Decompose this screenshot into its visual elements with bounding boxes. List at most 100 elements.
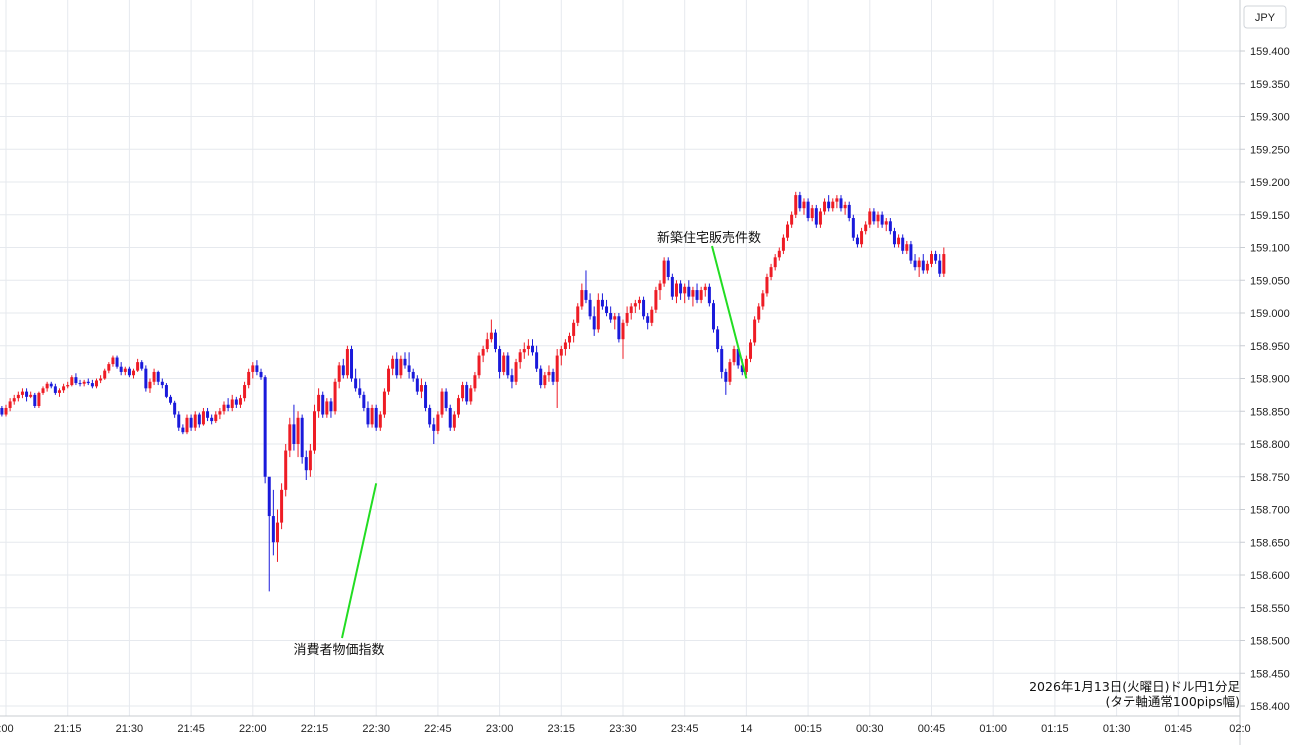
candle-body — [399, 358, 403, 376]
candle-up — [744, 355, 748, 376]
candle-body — [140, 362, 144, 369]
candle-body — [876, 214, 880, 222]
candle-body — [424, 385, 428, 408]
candle-body — [773, 257, 777, 268]
candle-body — [403, 358, 407, 366]
candle-down — [498, 345, 502, 379]
candle-body — [419, 385, 423, 392]
candle-up — [625, 306, 629, 327]
candle-body — [57, 390, 61, 393]
candle-up — [201, 407, 205, 426]
candle-down — [407, 352, 411, 379]
y-tick-label: 158.900 — [1250, 374, 1290, 386]
candle-down — [271, 489, 275, 556]
candle-body — [152, 371, 156, 382]
candle-up — [325, 398, 329, 418]
candle-body — [230, 399, 234, 408]
candle-up — [452, 411, 456, 431]
candle-body — [94, 380, 98, 387]
candle-up — [308, 444, 312, 477]
candle-body — [555, 355, 559, 382]
candle-body — [909, 244, 913, 261]
candle-up — [699, 286, 703, 304]
candle-body — [201, 411, 205, 425]
candle-down — [234, 396, 238, 408]
candle-body — [275, 522, 279, 543]
candle-down — [226, 398, 230, 412]
candle-down — [888, 218, 892, 235]
candle-body — [864, 224, 868, 232]
candle-down — [33, 392, 37, 408]
candle-up — [16, 391, 20, 402]
candle-body — [173, 402, 177, 415]
candle-body — [477, 355, 481, 376]
candle-body — [123, 368, 127, 372]
candle-down — [444, 388, 448, 412]
candle-body — [942, 254, 946, 274]
candle-body — [288, 424, 292, 451]
candle-body — [637, 299, 641, 304]
candle-down — [358, 378, 362, 399]
candle-down — [535, 345, 539, 372]
candle-down — [432, 417, 436, 444]
candle-up — [275, 509, 279, 562]
candle-body — [892, 231, 896, 245]
candle-body — [609, 313, 613, 320]
currency-badge[interactable] — [1243, 5, 1287, 29]
candle-up — [691, 286, 695, 307]
candle-up — [473, 371, 477, 392]
candle-down — [724, 368, 728, 395]
candle-up — [378, 411, 382, 431]
candle-down — [366, 401, 370, 428]
candle-body — [765, 276, 769, 294]
x-tick-label: 21:30 — [116, 723, 144, 735]
candle-up — [518, 349, 522, 369]
candle-body — [851, 218, 855, 238]
candle-down — [806, 198, 810, 222]
candle-body — [929, 254, 933, 264]
candle-up — [868, 208, 872, 228]
candle-body — [818, 211, 822, 225]
candle-body — [518, 352, 522, 363]
candle-down — [588, 293, 592, 320]
y-axis-ticks: 159.400 159.350 159.300 159.250 159.200 159.1… — [1240, 46, 1290, 713]
candle-up — [905, 240, 909, 255]
candle-down — [78, 379, 82, 387]
candle-up — [514, 358, 518, 386]
candle-body — [461, 385, 465, 399]
candle-down — [901, 234, 905, 255]
candle-body — [193, 414, 197, 428]
candle-up — [629, 303, 633, 320]
candle-body — [522, 349, 526, 353]
candle-down — [851, 214, 855, 241]
candle-up — [82, 379, 86, 387]
candle-up — [8, 398, 12, 412]
candle-up — [45, 381, 49, 392]
candle-body — [251, 365, 255, 372]
candle-body — [321, 394, 325, 415]
candle-body — [428, 407, 432, 425]
candle-up — [654, 286, 658, 313]
candle-body — [132, 370, 136, 376]
candle-down — [909, 240, 913, 264]
candle-up — [41, 386, 45, 395]
candle-body — [304, 457, 308, 471]
candle-up — [683, 283, 687, 304]
candle-down — [395, 352, 399, 379]
y-tick-label: 158.750 — [1250, 472, 1290, 484]
candle-body — [695, 290, 699, 300]
candle-body — [543, 375, 547, 386]
candle-up — [884, 218, 888, 232]
candle-body — [621, 322, 625, 340]
candle-down — [374, 404, 378, 431]
candle-up — [917, 257, 921, 277]
candle-down — [465, 381, 469, 405]
candle-body — [596, 299, 600, 330]
candle-down — [531, 339, 535, 356]
candle-body — [526, 345, 530, 350]
candle-body — [888, 221, 892, 232]
x-tick-label: 00:15 — [794, 723, 822, 735]
candle-up — [485, 332, 489, 353]
y-tick-label: 159.200 — [1250, 177, 1290, 189]
candle-body — [625, 313, 629, 323]
